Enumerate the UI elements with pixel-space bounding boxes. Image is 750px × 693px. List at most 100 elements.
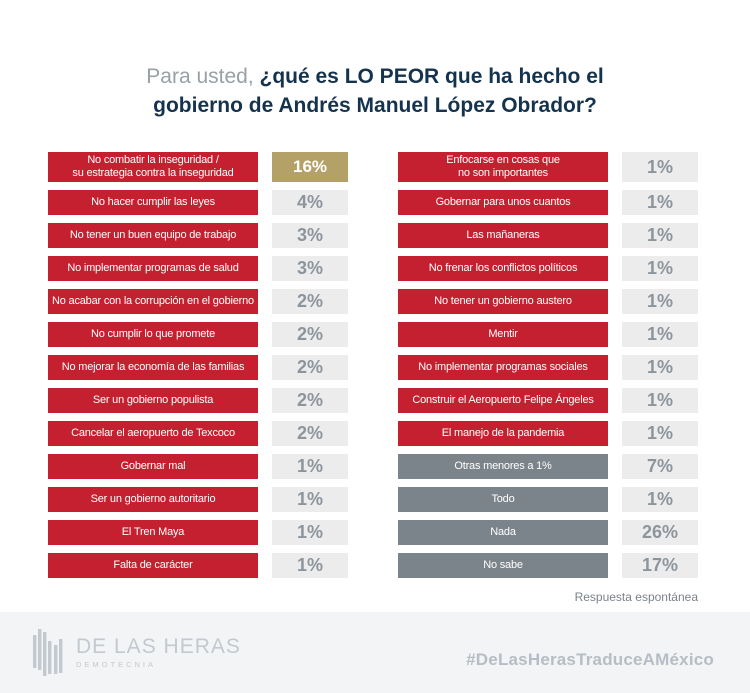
title-prefix: Para usted, (146, 65, 260, 88)
brand-name: DE LAS HERAS (76, 634, 241, 658)
title-line-1: Para usted, ¿qué es LO PEOR que ha hecho… (0, 62, 750, 91)
answer-percent: 4% (272, 190, 348, 215)
chart-row: El manejo de la pandemia 1% (398, 421, 698, 446)
answer-percent: 1% (622, 223, 698, 248)
answer-percent: 1% (272, 454, 348, 479)
answer-bar: Falta de carácter (48, 553, 258, 578)
answer-percent: 1% (272, 553, 348, 578)
chart-row: No frenar los conflictos políticos 1% (398, 256, 698, 281)
answer-label: No tener un gobierno austero (434, 294, 572, 307)
answer-percent: 1% (272, 487, 348, 512)
answer-label: No implementar programas sociales (418, 360, 588, 373)
answer-bar: No frenar los conflictos políticos (398, 256, 608, 281)
answer-label: Falta de carácter (113, 558, 193, 571)
answer-bar: El manejo de la pandemia (398, 421, 608, 446)
answer-percent-value: 3% (296, 258, 323, 278)
answer-label: No hacer cumplir las leyes (91, 195, 215, 208)
answer-bar: No sabe (398, 553, 608, 578)
chart-row: No implementar programas de salud 3% (48, 256, 348, 281)
chart-row: El Tren Maya 1% (48, 520, 348, 545)
answer-label: Construir el Aeropuerto Felipe Ángeles (412, 393, 594, 406)
answer-percent: 1% (272, 520, 348, 545)
chart-row: Cancelar el aeropuerto de Texcoco 2% (48, 421, 348, 446)
answer-bar: No combatir la inseguridad / su estrateg… (48, 152, 258, 182)
chart-row: No implementar programas sociales 1% (398, 355, 698, 380)
answer-label: No frenar los conflictos políticos (428, 261, 578, 274)
answer-label: Enfocarse en cosas que no son importante… (446, 153, 560, 179)
answer-label: No implementar programas de salud (67, 261, 239, 274)
chart-row: Otras menores a 1% 7% (398, 454, 698, 479)
answer-label: No cumplir lo que promete (90, 327, 215, 340)
chart-row: Ser un gobierno autoritario 1% (48, 487, 348, 512)
answer-percent-value: 2% (296, 423, 323, 443)
hashtag: #DeLasHerasTraduceAMéxico (466, 650, 714, 669)
answer-percent: 7% (622, 454, 698, 479)
answer-percent-value: 2% (296, 291, 323, 311)
answer-bar: Todo (398, 487, 608, 512)
chart-row: No mejorar la economía de las familias 2% (48, 355, 348, 380)
answer-percent-value: 1% (296, 489, 323, 509)
answer-label: Gobernar mal (120, 459, 186, 472)
title-line-2: gobierno de Andrés Manuel López Obrador? (0, 91, 750, 120)
answer-bar: Mentir (398, 322, 608, 347)
answer-label: No acabar con la corrupción en el gobier… (52, 294, 254, 307)
title-question-line2: gobierno de Andrés Manuel López Obrador? (153, 94, 597, 117)
answer-label: Otras menores a 1% (454, 459, 552, 472)
chart-row: Falta de carácter 1% (48, 553, 348, 578)
chart-row: Mentir 1% (398, 322, 698, 347)
answer-label: Gobernar para unos cuantos (435, 195, 571, 208)
answer-percent-value: 2% (296, 357, 323, 377)
answer-label: No sabe (483, 558, 523, 571)
answer-percent: 2% (272, 388, 348, 413)
answer-percent: 3% (272, 256, 348, 281)
chart-row: No sabe 17% (398, 553, 698, 578)
answer-percent-value: 1% (646, 390, 673, 410)
answer-bar: Ser un gobierno autoritario (48, 487, 258, 512)
answer-percent-value: 1% (296, 555, 323, 575)
answer-percent-value: 7% (646, 456, 673, 476)
chart-row: Gobernar mal 1% (48, 454, 348, 479)
answer-percent-value: 3% (296, 225, 323, 245)
answer-percent: 1% (622, 322, 698, 347)
answer-percent: 16% (272, 152, 348, 182)
chart-row: No acabar con la corrupción en el gobier… (48, 289, 348, 314)
answer-bar: No tener un gobierno austero (398, 289, 608, 314)
answer-bar: No tener un buen equipo de trabajo (48, 223, 258, 248)
answer-label: No tener un buen equipo de trabajo (69, 228, 237, 241)
answer-percent-value: 17% (641, 555, 679, 575)
answer-percent-value: 1% (646, 291, 673, 311)
answer-label: El manejo de la pandemia (441, 426, 565, 439)
answer-label: No mejorar la economía de las familias (61, 360, 245, 373)
chart-row: Construir el Aeropuerto Felipe Ángeles 1% (398, 388, 698, 413)
answer-percent: 1% (622, 421, 698, 446)
chart-column-left: No combatir la inseguridad / su estrateg… (48, 152, 348, 578)
answer-percent-value: 1% (646, 423, 673, 443)
answer-percent: 1% (622, 256, 698, 281)
answer-percent: 26% (622, 520, 698, 545)
answer-percent: 1% (622, 487, 698, 512)
answer-bar: Gobernar mal (48, 454, 258, 479)
answer-percent: 2% (272, 289, 348, 314)
answer-percent-value: 1% (646, 489, 673, 509)
answer-percent: 1% (622, 190, 698, 215)
footer: DE LAS HERAS DEMOTECNIA #DeLasHerasTradu… (0, 612, 750, 693)
delasheras-logo-icon (33, 629, 63, 676)
chart-row: No cumplir lo que promete 2% (48, 322, 348, 347)
answer-bar: El Tren Maya (48, 520, 258, 545)
chart-column-right: Enfocarse en cosas que no son importante… (398, 152, 698, 578)
answer-bar: Nada (398, 520, 608, 545)
answer-percent-value: 26% (641, 522, 679, 542)
title-question-line1: ¿qué es LO PEOR que ha hecho el (259, 65, 604, 88)
answer-bar: Gobernar para unos cuantos (398, 190, 608, 215)
chart-row: No combatir la inseguridad / su estrateg… (48, 152, 348, 182)
answer-label: Ser un gobierno populista (92, 393, 214, 406)
answer-bar: No cumplir lo que promete (48, 322, 258, 347)
chart-row: No tener un buen equipo de trabajo 3% (48, 223, 348, 248)
answer-percent-value: 1% (646, 156, 673, 177)
answer-percent-value: 1% (646, 258, 673, 278)
chart-row: Todo 1% (398, 487, 698, 512)
answer-percent-value: 1% (296, 456, 323, 476)
chart-row: Gobernar para unos cuantos 1% (398, 190, 698, 215)
answer-bar: No acabar con la corrupción en el gobier… (48, 289, 258, 314)
answer-percent: 1% (622, 388, 698, 413)
